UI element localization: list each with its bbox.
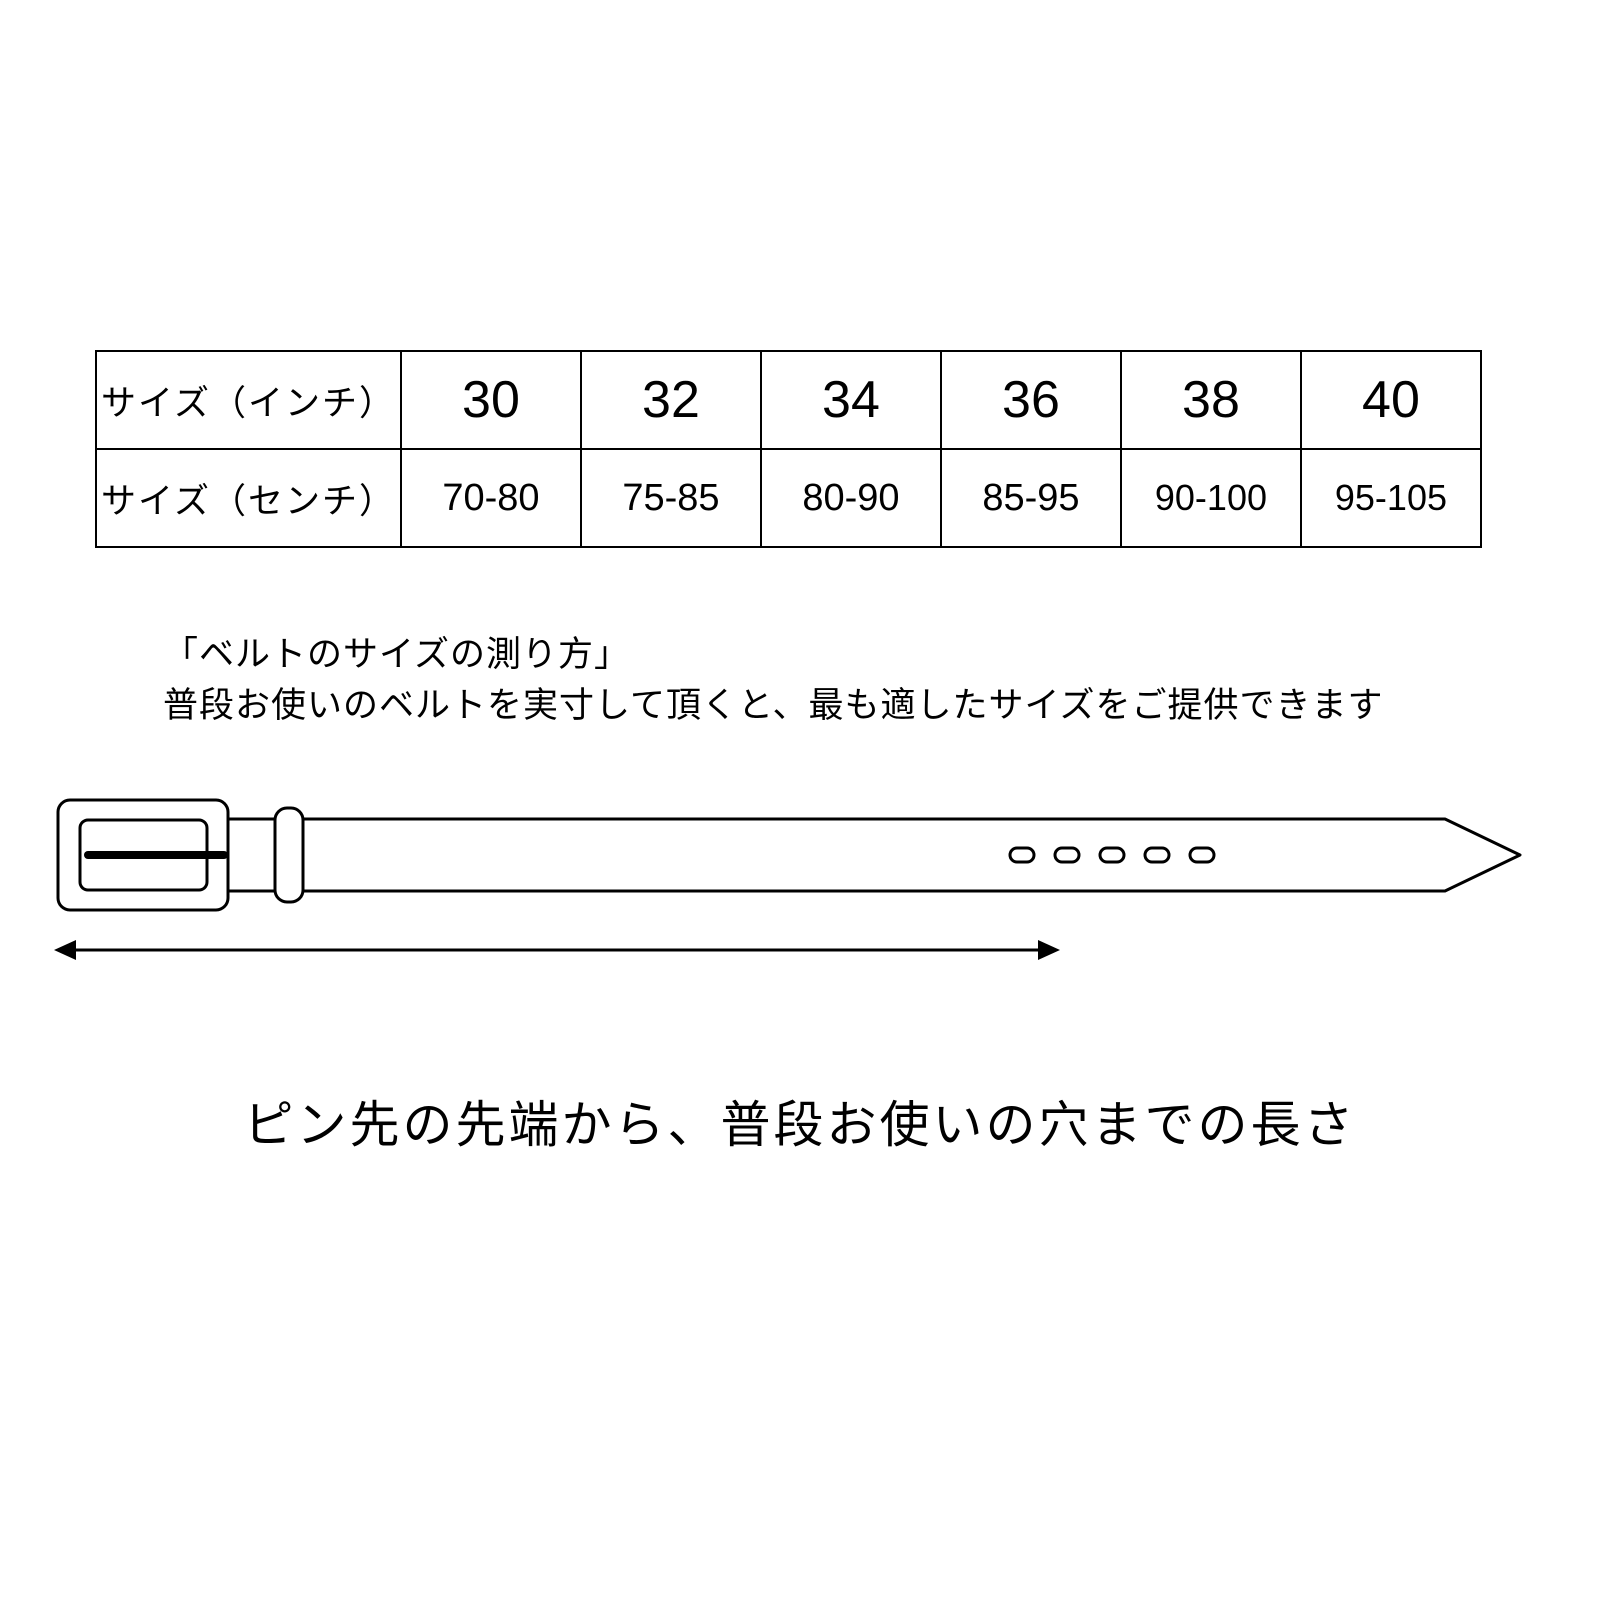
cm-cell: 80-90 xyxy=(761,449,941,547)
belt-strap xyxy=(228,819,1520,891)
inch-cell: 32 xyxy=(581,351,761,449)
cm-cell: 85-95 xyxy=(941,449,1121,547)
inch-cell: 30 xyxy=(401,351,581,449)
header-cm: サイズ（センチ） xyxy=(96,449,401,547)
table-row: サイズ（センチ） 70-80 75-85 80-90 85-95 90-100 … xyxy=(96,449,1481,547)
cm-cell: 70-80 xyxy=(401,449,581,547)
belt-holes xyxy=(1010,848,1214,862)
instructions-line-2: 普段お使いのベルトを実寸して頂くと、最も適したサイズをご提供できます xyxy=(163,681,1384,732)
cm-cell: 90-100 xyxy=(1121,449,1301,547)
belt-keeper xyxy=(275,808,303,902)
cm-cell: 75-85 xyxy=(581,449,761,547)
measurement-caption: ピン先の先端から、普段お使いの穴までの長さ xyxy=(0,1085,1600,1157)
inch-cell: 34 xyxy=(761,351,941,449)
inch-cell: 38 xyxy=(1121,351,1301,449)
instructions-block: 「ベルトのサイズの測り方」 普段お使いのベルトを実寸して頂くと、最も適したサイズ… xyxy=(163,630,1384,732)
belt-svg xyxy=(50,790,1550,990)
cm-cell: 95-105 xyxy=(1301,449,1481,547)
measurement-arrow xyxy=(54,940,1060,960)
header-inch: サイズ（インチ） xyxy=(96,351,401,449)
size-table: サイズ（インチ） 30 32 34 36 38 40 サイズ（センチ） 70-8… xyxy=(95,350,1482,548)
inch-cell: 36 xyxy=(941,351,1121,449)
inch-cell: 40 xyxy=(1301,351,1481,449)
instructions-line-1: 「ベルトのサイズの測り方」 xyxy=(163,630,1384,681)
table-row: サイズ（インチ） 30 32 34 36 38 40 xyxy=(96,351,1481,449)
belt-diagram xyxy=(50,790,1550,990)
